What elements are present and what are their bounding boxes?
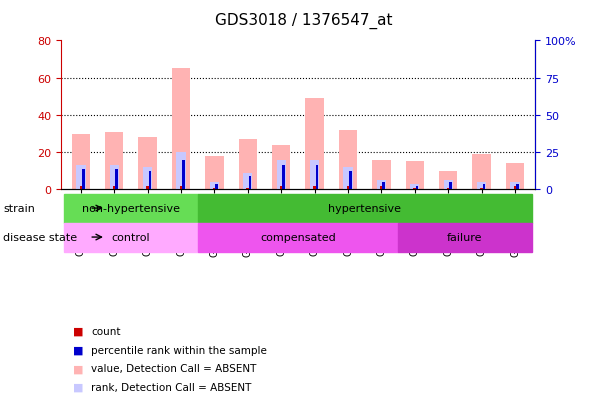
Bar [344,168,353,190]
Bar [72,134,90,190]
Bar [472,155,491,190]
Text: count: count [91,326,121,336]
Bar [139,138,157,190]
Bar [180,186,182,190]
Bar [82,169,85,190]
Text: control: control [112,233,150,242]
Bar [182,160,185,190]
Text: GDS3018 / 1376547_at: GDS3018 / 1376547_at [215,12,393,28]
Bar [372,160,390,190]
Bar [480,188,483,190]
Text: non-hypertensive: non-hypertensive [82,204,180,214]
Text: disease state: disease state [3,233,77,242]
Bar [80,186,82,190]
Bar [109,166,119,190]
Bar [282,166,285,190]
Bar [413,188,416,190]
Bar [382,183,385,190]
Bar [172,69,190,190]
Bar [116,169,118,190]
Bar [148,171,151,190]
Bar [249,177,252,190]
Bar [272,145,291,190]
Bar [406,162,424,190]
Bar [514,186,516,190]
Bar [380,186,383,190]
Bar [210,183,219,190]
Bar [439,171,457,190]
Text: ■: ■ [73,363,83,373]
Bar [215,184,218,190]
Text: ■: ■ [73,345,83,355]
Bar [213,188,216,190]
Bar [506,164,524,190]
Bar [316,166,319,190]
Bar [477,183,486,190]
Bar [198,223,398,252]
Text: compensated: compensated [260,233,336,242]
Bar [410,184,420,190]
Bar [305,99,324,190]
Text: value, Detection Call = ABSENT: value, Detection Call = ABSENT [91,363,257,373]
Bar [377,181,386,190]
Bar [416,186,418,190]
Bar [64,223,198,252]
Bar [64,194,198,223]
Bar [143,168,153,190]
Bar [349,171,351,190]
Bar [246,188,249,190]
Bar [398,223,532,252]
Bar [243,173,252,190]
Bar [347,186,350,190]
Bar [449,183,452,190]
Bar [176,153,185,190]
Text: rank, Detection Call = ABSENT: rank, Detection Call = ABSENT [91,382,252,392]
Text: percentile rank within the sample: percentile rank within the sample [91,345,267,355]
Bar [113,186,116,190]
Bar [443,181,453,190]
Bar [483,184,485,190]
Bar [105,133,123,190]
Bar [198,194,532,223]
Bar [277,160,286,190]
Bar [510,183,520,190]
Bar [516,184,519,190]
Text: failure: failure [447,233,483,242]
Bar [313,186,316,190]
Text: strain: strain [3,204,35,214]
Bar [147,186,149,190]
Text: ■: ■ [73,326,83,336]
Bar [280,186,283,190]
Bar [447,188,449,190]
Bar [206,157,224,190]
Bar [310,160,319,190]
Text: hypertensive: hypertensive [328,204,401,214]
Bar [76,166,86,190]
Bar [339,131,358,190]
Text: ■: ■ [73,382,83,392]
Bar [238,140,257,190]
